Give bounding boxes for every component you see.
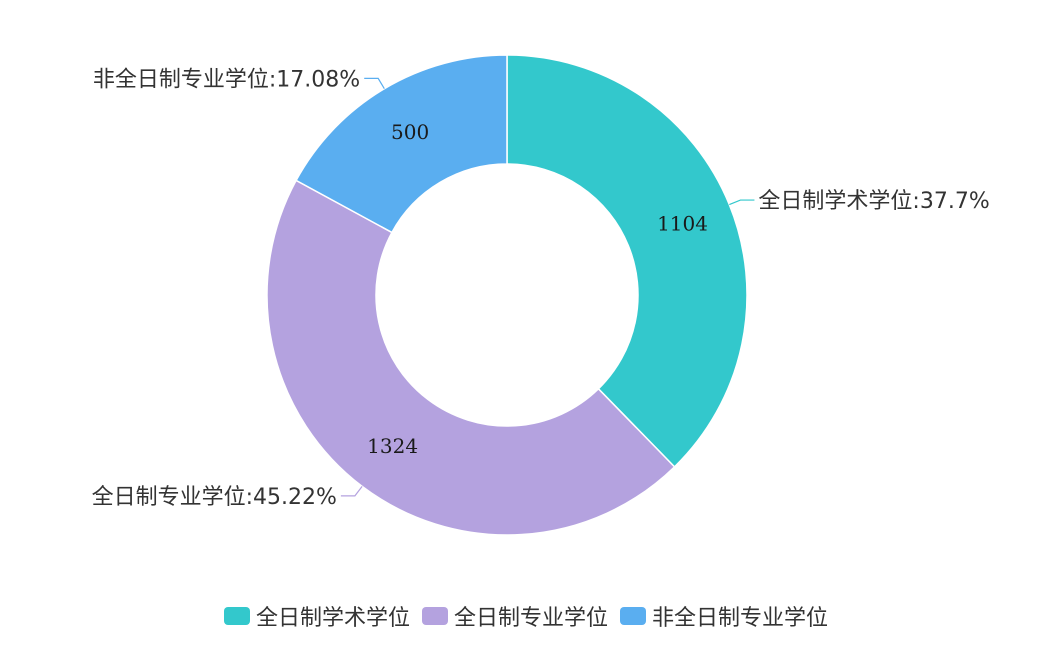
legend-label-1: 全日制学术学位 <box>255 606 410 631</box>
legend-item-1[interactable]: 全日制学术学位 <box>223 600 410 632</box>
donut-slice-1[interactable] <box>506 54 748 468</box>
legend-item-3[interactable]: 非全日制专业学位 <box>620 600 828 632</box>
donut-slices <box>266 54 748 536</box>
slice-value-label-3: 500 <box>391 120 429 144</box>
leader-line-2 <box>340 485 363 497</box>
slice-percent-label-3: 非全日制专业学位:17.08% <box>93 67 360 92</box>
legend-item-2[interactable]: 全日制专业学位 <box>421 600 608 632</box>
legend-swatch-2 <box>421 607 448 625</box>
donut-slice-2[interactable] <box>266 179 676 536</box>
slice-value-labels: 1104 1324 500 <box>367 120 708 458</box>
chart-legend: 全日制学术学位 全日制专业学位 非全日制专业学位 <box>0 598 1052 634</box>
slice-value-label-1: 1104 <box>657 212 708 236</box>
label-leader-lines <box>340 77 755 497</box>
legend-swatch-3 <box>620 607 646 625</box>
slice-percent-label-1: 全日制学术学位:37.7% <box>758 189 989 214</box>
leader-line-1 <box>729 199 755 206</box>
legend-swatch-1 <box>223 607 250 625</box>
legend-label-2: 全日制专业学位 <box>453 606 608 631</box>
legend-label-3: 非全日制专业学位 <box>652 606 829 631</box>
donut-slice-3[interactable] <box>295 54 508 234</box>
slice-percent-label-2: 全日制专业学位:45.22% <box>92 485 337 510</box>
slice-value-label-2: 1324 <box>367 434 418 458</box>
leader-line-3 <box>364 77 385 90</box>
slice-percent-labels: 全日制学术学位:37.7% 全日制专业学位:45.22% 非全日制专业学位:17.0… <box>92 67 990 510</box>
